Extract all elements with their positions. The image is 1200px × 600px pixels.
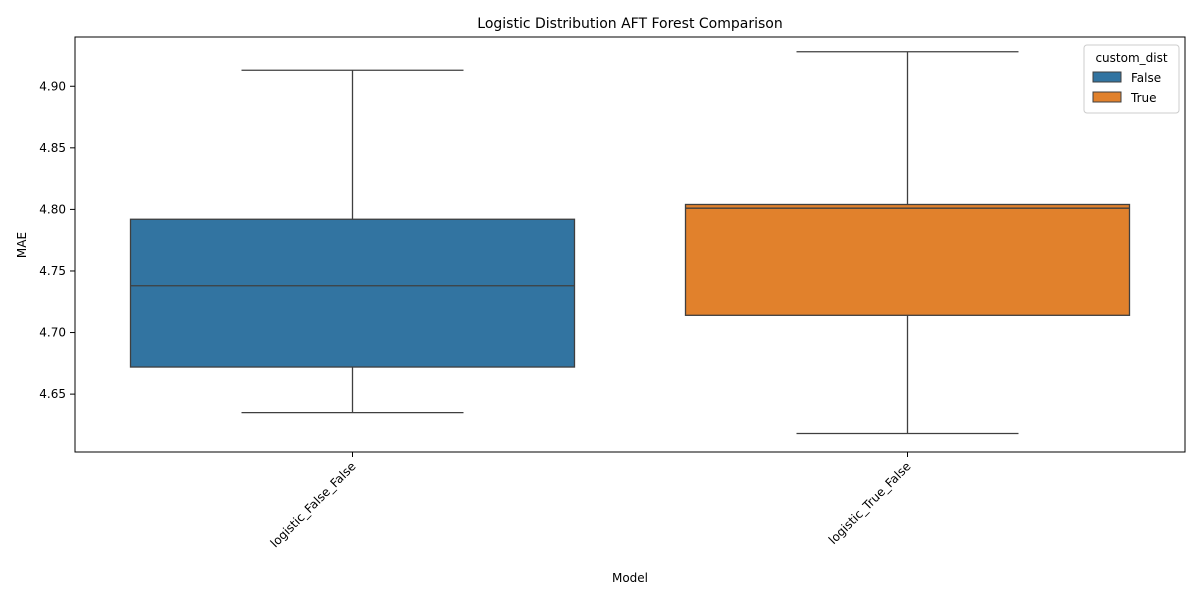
legend-title: custom_dist xyxy=(1095,51,1167,65)
x-axis-label: Model xyxy=(612,571,648,585)
legend-label-false: False xyxy=(1131,71,1161,85)
legend-swatch-true xyxy=(1092,91,1122,103)
y-tick-label: 4.65 xyxy=(39,387,66,401)
box-false xyxy=(129,218,576,368)
x-tick-label: logistic_False_False xyxy=(268,459,359,550)
x-axis: logistic_False_False logistic_True_False xyxy=(268,452,914,550)
x-tick-label: logistic_True_False xyxy=(826,459,914,547)
y-tick-label: 4.80 xyxy=(39,202,66,216)
y-axis: 4.65 4.70 4.75 4.80 4.85 4.90 xyxy=(39,79,75,401)
y-tick-label: 4.90 xyxy=(39,79,66,93)
legend-swatch-false xyxy=(1092,71,1122,83)
box-group-logistic_True_False xyxy=(684,51,1131,435)
plot-frame xyxy=(74,36,1186,453)
y-tick-label: 4.85 xyxy=(39,141,66,155)
y-tick-label: 4.70 xyxy=(39,326,66,340)
chart-title: Logistic Distribution AFT Forest Compari… xyxy=(477,16,782,32)
y-axis-label: MAE xyxy=(15,232,29,258)
plot-area xyxy=(129,51,1131,435)
y-tick-label: 4.75 xyxy=(39,264,66,278)
legend-label-true: True xyxy=(1130,91,1157,105)
box-true xyxy=(684,203,1131,316)
box-group-logistic_False_False xyxy=(129,69,576,414)
legend: custom_dist False True xyxy=(1083,44,1180,114)
